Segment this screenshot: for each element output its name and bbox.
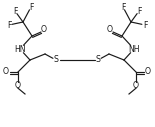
Text: O: O — [107, 26, 113, 35]
Text: F: F — [13, 6, 17, 15]
Text: O: O — [145, 67, 151, 76]
Text: S: S — [54, 55, 58, 65]
Text: O: O — [41, 26, 47, 35]
Text: NH: NH — [128, 44, 140, 53]
Text: F: F — [137, 6, 141, 15]
Text: F: F — [7, 20, 11, 29]
Text: O: O — [3, 67, 9, 76]
Text: O: O — [133, 81, 139, 90]
Text: S: S — [96, 55, 100, 65]
Text: F: F — [29, 3, 33, 12]
Text: F: F — [121, 3, 125, 12]
Text: HN: HN — [14, 44, 26, 53]
Text: F: F — [143, 20, 147, 29]
Text: O: O — [15, 81, 21, 90]
